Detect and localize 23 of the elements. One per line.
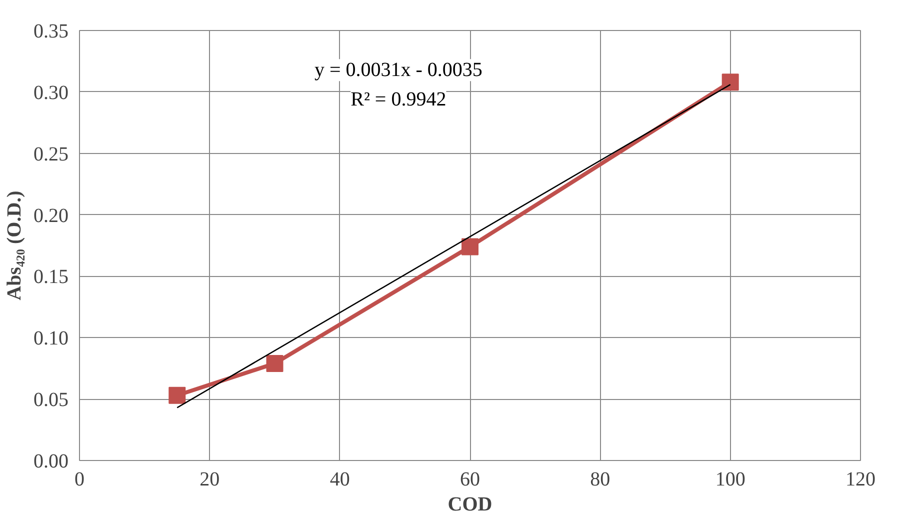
x-tick-label: 60 [460, 468, 480, 490]
y-tick-label: 0.15 [34, 266, 68, 288]
annotation: y = 0.0031x - 0.0035 [314, 59, 482, 82]
y-tick-label: 0.25 [34, 143, 68, 166]
y-axis-title: Abs₄₂₀ (O.D.) [4, 190, 26, 300]
y-tick-label: 0.30 [34, 82, 68, 104]
x-tick-label: 0 [74, 468, 84, 490]
x-axis-title: COD [448, 494, 492, 516]
point [462, 238, 478, 256]
y-tick-label: 0.35 [34, 20, 68, 42]
x-tick-label: 120 [846, 468, 876, 490]
point [168, 386, 186, 404]
y-tick-label: 0.10 [34, 328, 68, 350]
x-tick-label: 20 [200, 468, 220, 490]
x-tick-label: 80 [590, 468, 610, 490]
y-tick-label: 0.05 [34, 389, 68, 412]
y-tick-label: 0.20 [34, 204, 68, 227]
y-tick-label: 0.00 [34, 450, 68, 472]
x-tick-label: 40 [330, 468, 350, 490]
annotation: R² = 0.9942 [350, 88, 446, 111]
point [722, 74, 739, 91]
point [266, 354, 284, 372]
x-tick-label: 100 [715, 468, 746, 490]
